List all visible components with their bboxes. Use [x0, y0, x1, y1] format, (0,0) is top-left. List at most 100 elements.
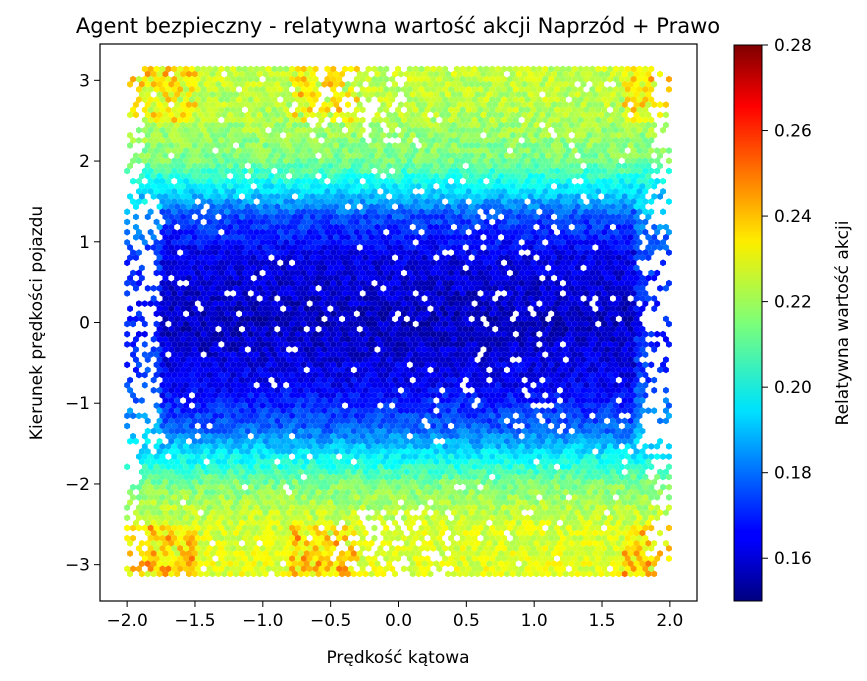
hexbin-cell — [613, 75, 619, 83]
hexbin-cell — [189, 96, 195, 103]
hexbin-cell — [504, 91, 510, 98]
hexbin-cell — [150, 142, 157, 149]
hexbin-cell — [586, 121, 593, 129]
hexbin-cell — [177, 75, 184, 83]
hexbin-cell — [421, 203, 428, 211]
hexbin-cell — [150, 131, 157, 139]
hexbin-cell — [565, 167, 572, 175]
hexbin-cell — [274, 142, 281, 149]
hexbin-cell — [430, 96, 437, 103]
hexbin-cell — [548, 177, 555, 185]
hexbin-cell — [571, 106, 578, 114]
hexbin-cell — [324, 198, 331, 205]
hexbin-cell — [583, 147, 590, 154]
hexbin-cell — [486, 101, 493, 109]
hexbin-cell — [350, 91, 357, 98]
hexbin-cell — [327, 213, 334, 221]
hexbin-cell — [574, 182, 581, 190]
hexbin-cell — [239, 162, 245, 170]
hexbin-cell — [186, 152, 192, 160]
hexbin-cell — [598, 111, 605, 119]
hexbin-cell — [389, 157, 396, 165]
hexbin-cell — [403, 172, 410, 180]
hexbin-cell — [621, 172, 628, 180]
hexbin-cell — [209, 91, 216, 98]
hexbin-cell — [477, 75, 484, 83]
hexbin-cell — [530, 126, 537, 134]
hexbin-cell — [130, 106, 136, 114]
hexbin-cell — [406, 198, 413, 205]
hexbin-cell — [330, 167, 337, 175]
hexbin-cell — [289, 126, 295, 134]
hexbin-cell — [215, 121, 222, 129]
hexbin-cell — [189, 147, 195, 154]
hexbin-cell — [456, 152, 463, 160]
hexbin-cell — [436, 157, 443, 165]
hexbin-cell — [465, 208, 472, 216]
hexbin-cell — [359, 157, 366, 165]
hexbin-cell — [368, 80, 375, 88]
hexbin-cell — [138, 193, 145, 200]
hexbin-cell — [283, 198, 290, 205]
hexbin-cell — [194, 116, 201, 124]
hexbin-cell — [630, 198, 637, 205]
hexbin-cell — [342, 177, 348, 185]
hexbin-cell — [666, 147, 672, 154]
hexbin-cell — [418, 86, 425, 93]
hexbin-cell — [380, 213, 387, 221]
hexbin-cell — [327, 203, 334, 211]
hexbin-cell — [250, 111, 257, 119]
hexbin-cell — [265, 198, 272, 205]
hexbin-cell — [601, 177, 608, 185]
hexbin-cell — [548, 137, 555, 144]
hexbin-cell — [221, 121, 228, 129]
hexbin-cell — [639, 131, 646, 139]
hexbin-cell — [471, 137, 478, 144]
hexbin-cell — [300, 116, 307, 124]
hexbin-cell — [289, 96, 295, 103]
hexbin-cell — [342, 188, 348, 195]
hexbin-cell — [527, 70, 534, 78]
hexbin-cell — [565, 177, 572, 185]
hexbin-cell — [236, 208, 242, 216]
hexbin-cell — [624, 188, 631, 195]
hexbin-cell — [374, 131, 381, 139]
hexbin-cell — [203, 101, 210, 109]
hexbin-cell — [530, 106, 537, 114]
hexbin-cell — [212, 188, 219, 195]
hexbin-cell — [189, 188, 195, 195]
hexbin-cell — [350, 152, 357, 160]
hexbin-cell — [448, 86, 454, 93]
hexbin-cell — [324, 75, 331, 83]
hexbin-cell — [433, 162, 440, 170]
hexbin-cell — [501, 116, 507, 124]
hexbin-cell — [474, 80, 481, 88]
hexbin-cell — [507, 75, 513, 83]
hexbin-cell — [136, 75, 142, 83]
hexbin-cell — [386, 213, 393, 221]
hexbin-cell — [589, 116, 596, 124]
hexbin-cell — [371, 86, 378, 93]
hexbin-cell — [598, 162, 605, 170]
hexbin-cell — [412, 147, 419, 154]
hexbin-cell — [209, 182, 216, 190]
hexbin-cell — [501, 208, 507, 216]
hexbin-cell — [613, 86, 619, 93]
hexbin-cell — [633, 203, 640, 211]
hexbin-cell — [283, 188, 290, 195]
hexbin-cell — [633, 91, 640, 98]
hexbin-cell — [259, 137, 266, 144]
hexbin-cell — [380, 203, 387, 211]
hexbin-cell — [327, 142, 334, 149]
hexbin-cell — [242, 198, 248, 205]
hexbin-cell — [218, 75, 225, 83]
hexbin-cell — [362, 152, 369, 160]
hexbin-cell — [574, 101, 581, 109]
hexbin-cell — [633, 131, 640, 139]
hexbin-cell — [206, 96, 213, 103]
hexbin-cell — [230, 75, 237, 83]
hexbin-cell — [477, 137, 484, 144]
hexbin-cell — [253, 116, 260, 124]
hexbin-cell — [368, 131, 375, 139]
hexbin-cell — [557, 80, 563, 88]
